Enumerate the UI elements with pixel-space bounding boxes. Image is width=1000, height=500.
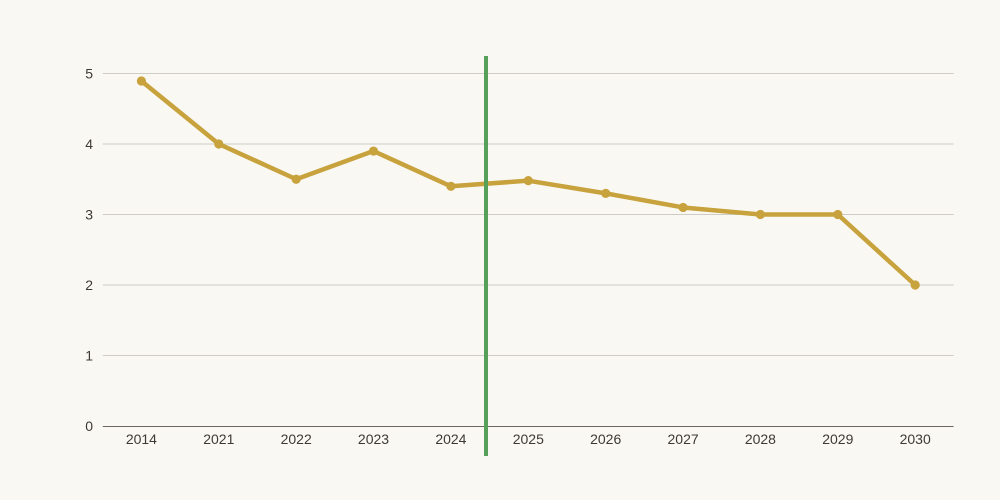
svg-text:2021: 2021: [203, 431, 234, 447]
svg-text:2: 2: [85, 277, 93, 293]
svg-text:2025: 2025: [513, 431, 544, 447]
svg-text:0: 0: [85, 418, 93, 434]
svg-text:2022: 2022: [281, 431, 312, 447]
svg-text:1: 1: [85, 348, 93, 364]
svg-text:2014: 2014: [126, 431, 157, 447]
svg-text:2027: 2027: [668, 431, 699, 447]
svg-text:4: 4: [85, 136, 93, 152]
svg-text:2029: 2029: [822, 431, 853, 447]
svg-text:2030: 2030: [900, 431, 931, 447]
svg-text:3: 3: [85, 207, 93, 223]
svg-text:5: 5: [85, 66, 93, 82]
svg-text:2024: 2024: [435, 431, 466, 447]
svg-text:2028: 2028: [745, 431, 776, 447]
svg-text:2026: 2026: [590, 431, 621, 447]
svg-text:2023: 2023: [358, 431, 389, 447]
